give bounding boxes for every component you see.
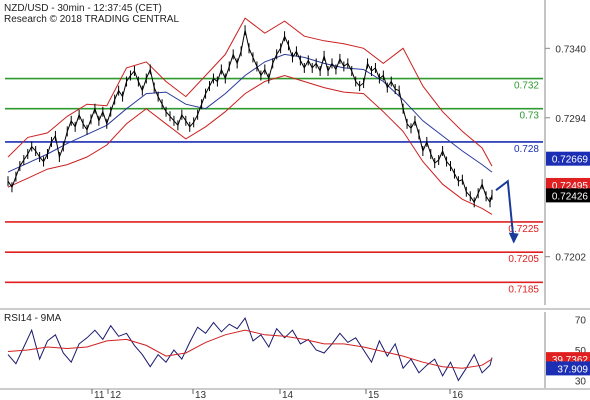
rsi-tick-label: 70 xyxy=(575,316,587,327)
level-label: 0.73 xyxy=(520,111,540,122)
moving-average-line xyxy=(7,53,493,173)
price-box-label: 0.72495 xyxy=(552,181,589,192)
level-label: 0.728 xyxy=(514,144,539,155)
time-axis: 11 12 13 14 15 16 xyxy=(0,388,590,400)
rsi-value-label: 39.7362 xyxy=(552,355,589,366)
rsi-axis: 70 50 30 xyxy=(544,312,587,388)
chart-title: NZD/USD - 30min - 12:37:45 (CET) xyxy=(4,3,162,14)
forecast-arrow-shaft xyxy=(495,179,515,242)
time-tick-label: 12 xyxy=(110,390,122,400)
price-box-label: 0.72669 xyxy=(552,155,589,166)
level-label: 0.732 xyxy=(514,81,539,92)
rsi-series xyxy=(7,317,493,382)
level-label: 0.7185 xyxy=(508,284,539,295)
price-tick-label: 0.7294 xyxy=(555,114,586,125)
level-label: 0.7205 xyxy=(508,254,539,265)
rsi-title: RSI14 - 9MA xyxy=(4,313,62,324)
level-label: 0.7225 xyxy=(508,224,539,235)
price-tick-label: 0.7202 xyxy=(555,253,586,264)
price-series xyxy=(7,25,493,208)
rsi-line xyxy=(7,317,493,382)
time-tick-label: 11 xyxy=(94,390,105,400)
time-tick-label: 13 xyxy=(195,390,207,400)
price-box xyxy=(546,151,590,166)
rsi-tick-label: 50 xyxy=(575,346,587,357)
rsi-ma-line xyxy=(7,329,493,369)
price-tick-label: 0.7340 xyxy=(555,44,586,55)
price-line xyxy=(7,30,493,204)
rsi-value-box xyxy=(546,361,590,376)
time-tick-label: 14 xyxy=(282,390,294,400)
support-resistance-levels: 0.732 0.73 0.728 0.7225 0.7205 0.7185 xyxy=(5,77,543,295)
upper-band-line xyxy=(7,17,493,167)
forecast-arrow xyxy=(495,179,519,244)
time-tick-label: 15 xyxy=(368,390,380,400)
time-tick-label: 16 xyxy=(452,390,464,400)
price-axis: 0.7340 0.7294 0.7202 xyxy=(544,0,586,305)
rsi-value-label: 37.909 xyxy=(557,364,588,375)
bollinger-bands xyxy=(7,17,493,215)
price-box-label: 0.72426 xyxy=(552,191,589,202)
lower-band-line xyxy=(7,74,493,215)
chart-copyright: Research © 2018 TRADING CENTRAL xyxy=(4,14,179,25)
price-box xyxy=(546,188,590,203)
forecast-arrow-head xyxy=(508,232,519,244)
rsi-tick-label: 30 xyxy=(575,376,587,387)
